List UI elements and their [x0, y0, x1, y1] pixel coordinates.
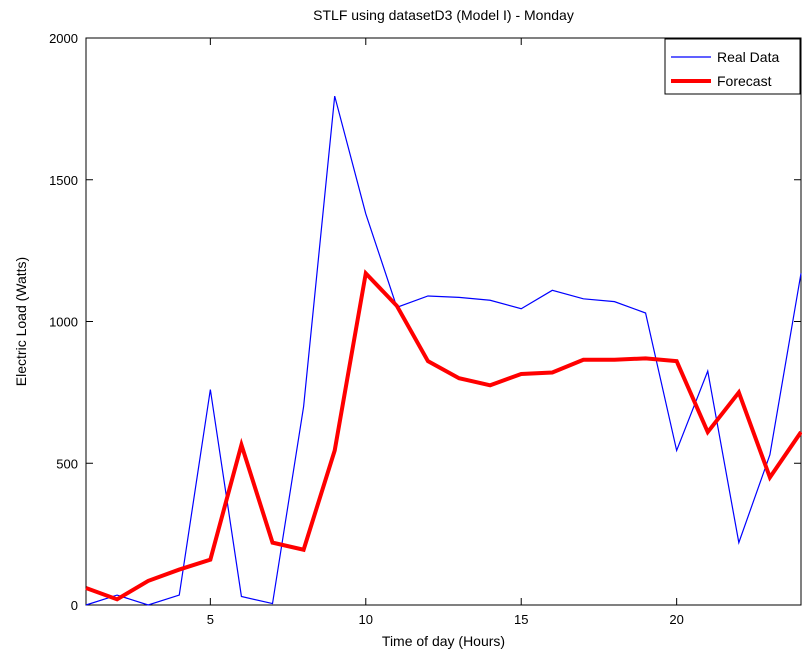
legend-box: [664, 38, 801, 95]
legend-label: Forecast: [717, 73, 772, 89]
x-tick-label: 20: [669, 612, 683, 627]
y-tick-label: 2000: [49, 31, 78, 46]
x-tick-label: 15: [514, 612, 528, 627]
series-group: [85, 95, 802, 606]
legend-label: Real Data: [717, 49, 779, 65]
chart-title: STLF using datasetD3 (Model I) - Monday: [313, 7, 574, 23]
legend: Real Data Forecast: [664, 38, 801, 95]
x-tick-label: 10: [359, 612, 373, 627]
x-axis-label: Time of day (Hours): [382, 633, 505, 649]
y-tick-label: 1000: [49, 315, 78, 330]
y-tick-label: 500: [56, 456, 78, 471]
y-axis-label: Electric Load (Watts): [13, 257, 29, 386]
y-tick-label: 1500: [49, 173, 78, 188]
plot-frame: [85, 37, 802, 606]
y-tick-label: 0: [71, 598, 78, 613]
axis-ticks: 5 10 15 20 0 500 1000 1500 2000: [49, 31, 801, 627]
x-tick-label: 5: [207, 612, 214, 627]
series-line-real-data: [85, 95, 802, 606]
series-line-forecast: [85, 269, 802, 602]
